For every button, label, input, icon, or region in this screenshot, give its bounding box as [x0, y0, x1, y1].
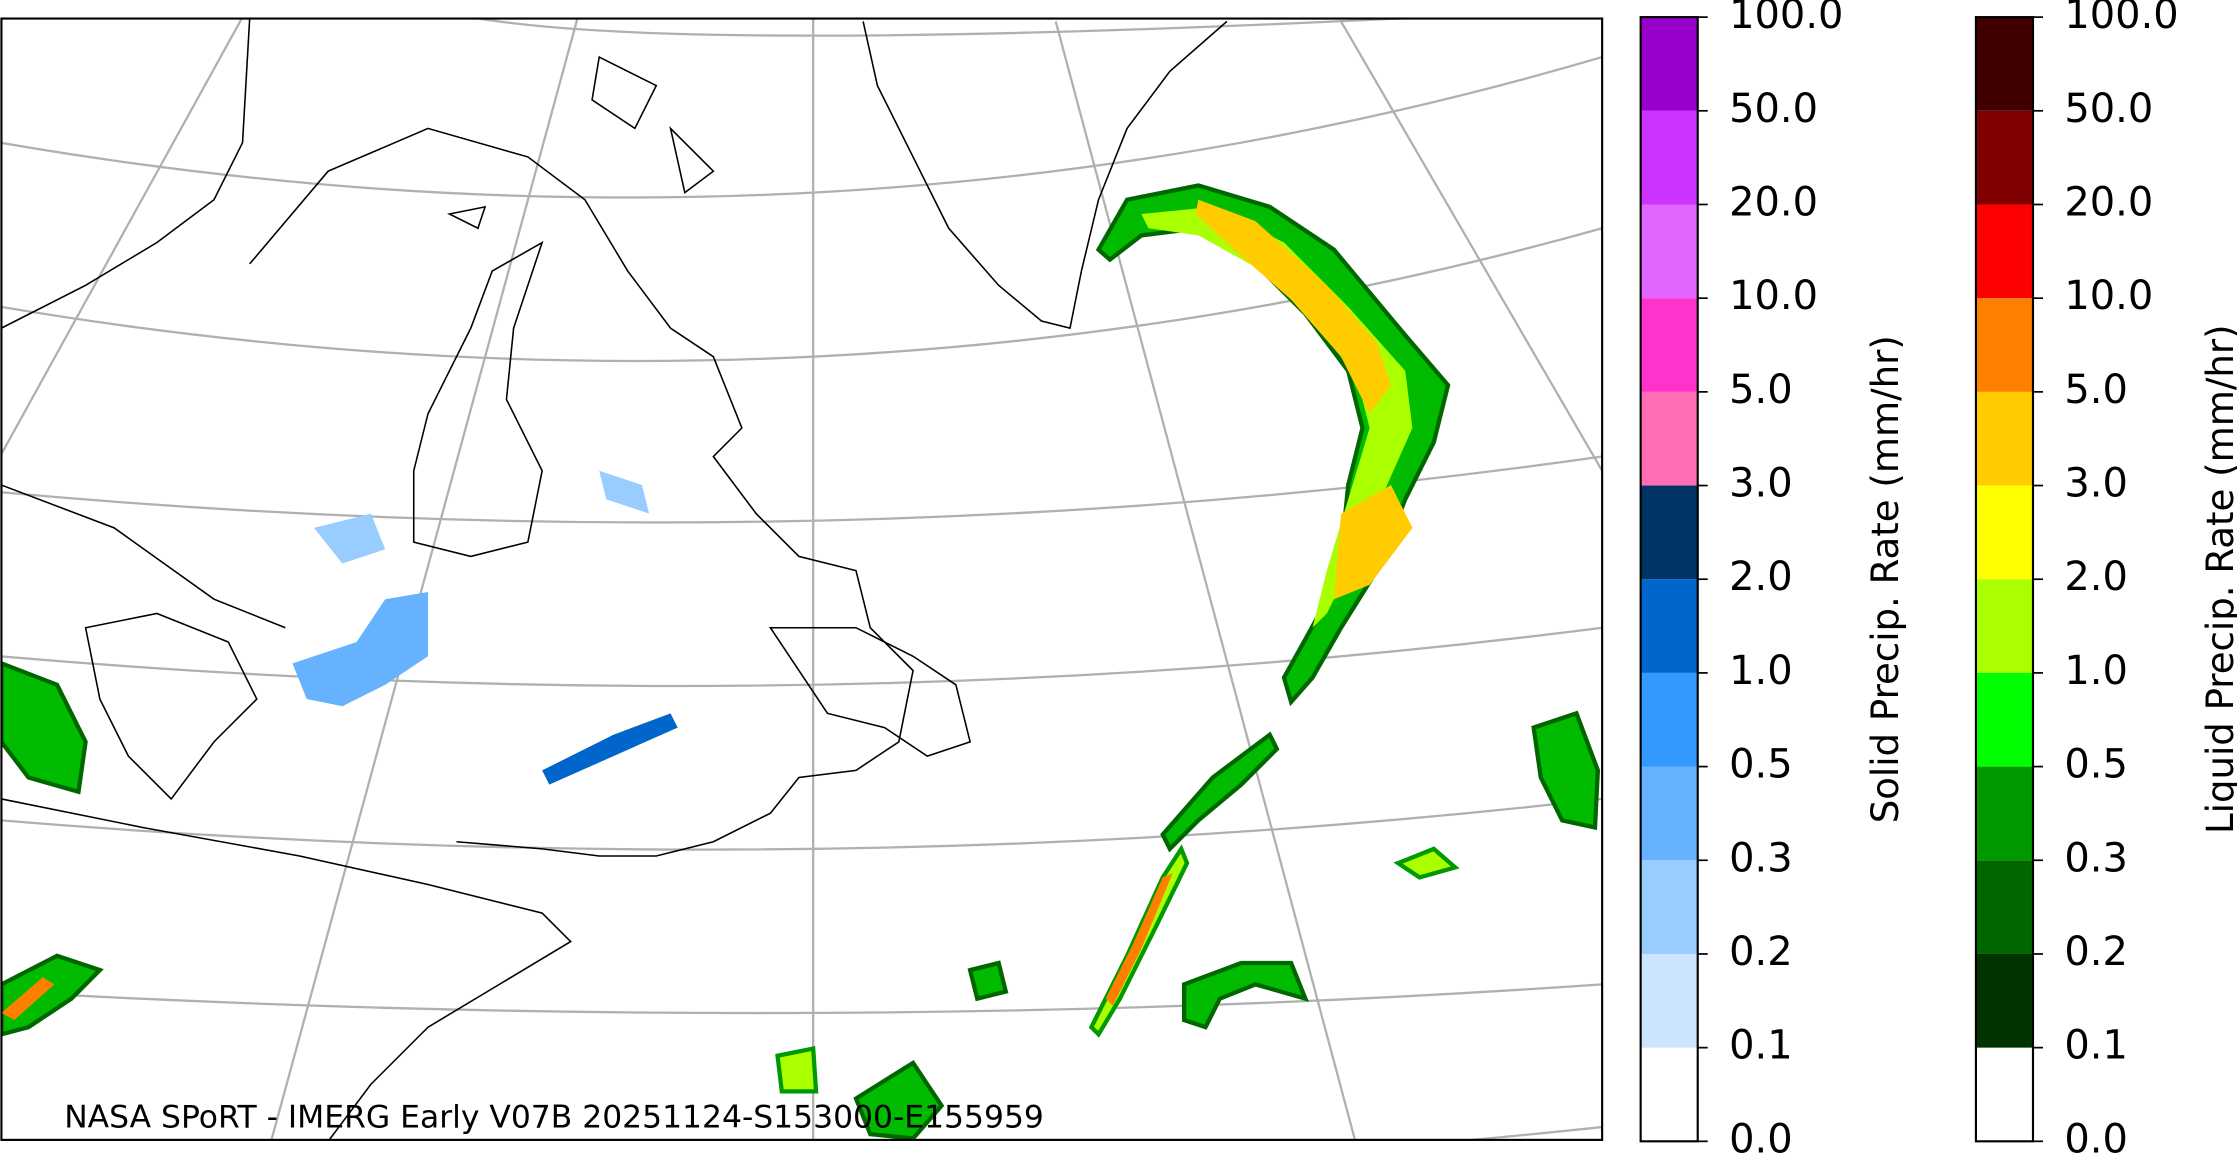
- colorbar-tick-label: 50.0: [1729, 86, 1818, 132]
- colorbar-bin: [1640, 672, 1698, 767]
- colorbar-label: Liquid Precip. Rate (mm/hr): [2199, 324, 2237, 834]
- snow-area: [542, 713, 678, 785]
- parallel: [1, 983, 1603, 1015]
- coastline: [768, 626, 972, 757]
- meridian: [1054, 21, 1357, 1140]
- colorbar-tick-label: 3.0: [2064, 461, 2128, 507]
- colorbar-bin: [1975, 110, 2033, 205]
- colorbar-tick-label: 50.0: [2064, 86, 2153, 132]
- colorbar-tick-label: 1.0: [2064, 648, 2128, 694]
- colorbar-tick-label: 0.0: [1729, 1116, 1793, 1162]
- colorbar-bin: [1975, 204, 2033, 299]
- parallel: [1, 55, 1603, 199]
- colorbar-label: Solid Precip. Rate (mm/hr): [1864, 335, 1907, 823]
- colorbar-bin: [1640, 391, 1698, 486]
- map-frame: [0, 17, 1604, 1141]
- coastline: [84, 612, 258, 801]
- colorbar-bin: [1640, 953, 1698, 1048]
- border: [1, 798, 572, 1140]
- islands: [447, 55, 715, 230]
- colorbar-tick-label: 10.0: [1729, 273, 1818, 319]
- credit: NASA SPoRT - IMERG Early V07B 20251124-S…: [64, 1099, 1044, 1135]
- colorbar-tick-label: 100.0: [2064, 0, 2178, 38]
- border: [1, 18, 251, 329]
- colorbar-bin: [1975, 672, 2033, 767]
- snow-area: [599, 470, 650, 514]
- colorbar-tick-label: 0.1: [2064, 1023, 2128, 1069]
- rain-core: [1195, 199, 1391, 414]
- colorbar-bin: [1640, 17, 1698, 111]
- colorbar-tick-label: 20.0: [2064, 179, 2153, 225]
- rain-cell: [1, 661, 88, 795]
- colorbar-bin: [1640, 204, 1698, 299]
- colorbar-tick-label: 0.2: [1729, 929, 1793, 975]
- colorbar-bin: [1975, 766, 2033, 861]
- meridian: [1340, 20, 1603, 472]
- colorbar-bin: [1640, 110, 1698, 205]
- precipitation: [1, 183, 1601, 1140]
- colorbar-bin: [1640, 860, 1698, 954]
- colorbars: 0.0 0.1 0.2 0.3 0.5 1.0 2.0 3.0 5.0 10.0 20.0 50.0 1…: [1639, 0, 2237, 1162]
- border: [1, 484, 286, 629]
- colorbar-tick-label: 5.0: [1729, 367, 1793, 413]
- meridian: [1, 18, 244, 457]
- colorbar-tick-label: 0.3: [1729, 835, 1793, 881]
- snow-area: [313, 513, 386, 564]
- rain-cell: [853, 1059, 945, 1140]
- colorbar-tick-label: 0.5: [1729, 742, 1793, 788]
- rain-core: [1, 977, 55, 1021]
- rain-core: [1105, 873, 1173, 1006]
- parallel: [1, 797, 1603, 851]
- rain-cell: [1531, 710, 1601, 831]
- colorbar-tick-label: 2.0: [1729, 554, 1793, 600]
- coastlines: [1, 18, 1228, 1140]
- rain-cell: [1181, 960, 1309, 1030]
- colorbar-tick-label: 10.0: [2064, 273, 2153, 319]
- coastline: [249, 127, 914, 857]
- colorbar-tick-label: 0.1: [1729, 1023, 1793, 1069]
- colorbar-tick-label: 3.0: [1729, 461, 1793, 507]
- colorbar-bin: [1640, 485, 1698, 580]
- colorbar-tick-label: 0.3: [2064, 835, 2128, 881]
- colorbar-bin: [1975, 860, 2033, 954]
- colorbar-bin: [1640, 766, 1698, 861]
- rain-cell: [1, 953, 104, 1037]
- colorbar-bin: [1975, 579, 2033, 673]
- rain-band: [1160, 731, 1280, 853]
- colorbar-bin: [1975, 953, 2033, 1048]
- colorbar-tick-label: 2.0: [2064, 554, 2128, 600]
- colorbar-bin: [1975, 1047, 2033, 1142]
- parallel: [472, 18, 1421, 37]
- colorbar-bin: [1975, 391, 2033, 486]
- rain-cell: [1393, 846, 1460, 880]
- meridian: [270, 18, 579, 1140]
- colorbar-bin: [1975, 17, 2033, 111]
- coastline: [412, 240, 544, 558]
- map: [1, 18, 1603, 1140]
- snow-area: [292, 592, 429, 707]
- colorbar-tick-label: 100.0: [1729, 0, 1843, 38]
- colorbar-tick-label: 1.0: [1729, 648, 1793, 694]
- parallel: [1, 626, 1603, 688]
- colorbar-tick-label: 0.2: [2064, 929, 2128, 975]
- colorbar-bin: [1640, 1047, 1698, 1142]
- colorbar-bin: [1640, 298, 1698, 392]
- rain-core: [1333, 485, 1413, 600]
- colorbar-tick-label: 5.0: [2064, 367, 2128, 413]
- colorbar-bin: [1975, 298, 2033, 392]
- graticule: [1, 18, 1603, 1140]
- rain-cell: [775, 1046, 819, 1094]
- colorbar-bin: [1640, 579, 1698, 673]
- colorbar-bin: [1975, 485, 2033, 580]
- rain-cell: [967, 960, 1009, 1002]
- colorbar-tick-label: 0.0: [2064, 1116, 2128, 1162]
- coastline: [862, 20, 1228, 330]
- colorbar-tick-label: 0.5: [2064, 742, 2128, 788]
- colorbar-tick-label: 20.0: [1729, 179, 1818, 225]
